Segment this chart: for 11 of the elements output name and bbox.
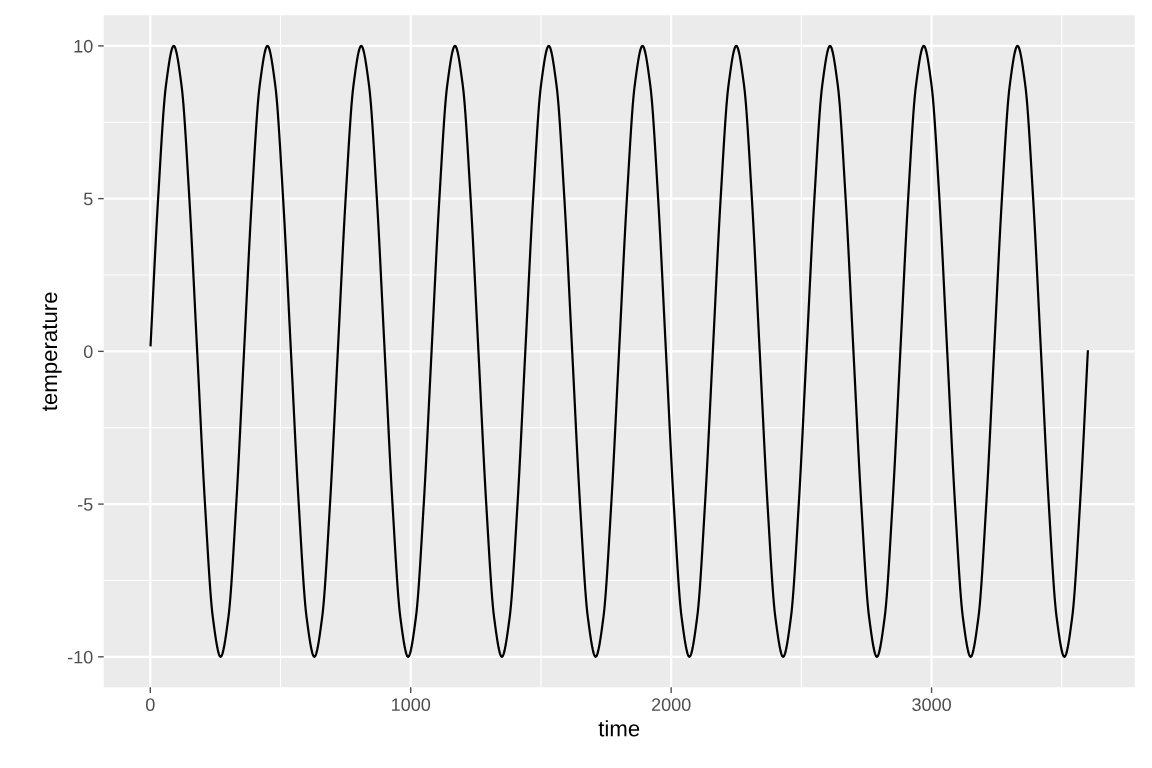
x-axis-title: time bbox=[598, 720, 640, 737]
x-tick-label: 1000 bbox=[392, 698, 431, 712]
x-tick-label: 3000 bbox=[912, 698, 951, 712]
y-tick-label: -10 bbox=[67, 650, 93, 664]
y-axis-title: temperature bbox=[42, 292, 62, 411]
y-tick-label: -5 bbox=[78, 498, 93, 511]
y-tick-label: 10 bbox=[74, 39, 93, 53]
x-tick-label: 0 bbox=[145, 698, 155, 712]
x-tick-label: 2000 bbox=[651, 698, 691, 712]
y-tick-label: 0 bbox=[83, 345, 93, 359]
y-tick-label: 5 bbox=[83, 192, 93, 206]
